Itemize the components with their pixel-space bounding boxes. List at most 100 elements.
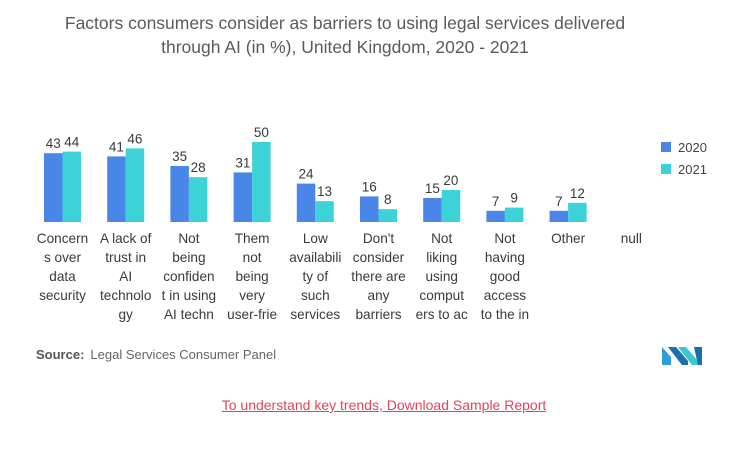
data-label-2021-2: 28	[191, 160, 206, 175]
x-tick-label-5-line-0: Don't	[362, 231, 395, 246]
legend: 2020 2021	[661, 136, 707, 180]
x-tick-label-1-line-2: AI	[119, 269, 133, 284]
data-label-2021-3: 50	[254, 125, 269, 140]
source-note: Source: Legal Services Consumer Panel	[36, 347, 276, 362]
x-tick-label-5-line-4: barriers	[355, 307, 402, 322]
x-tick-label-6-line-0: Not	[431, 231, 453, 246]
bar-2021-1	[125, 148, 145, 222]
x-tick-label-2: Not being confiden t in using AI techn	[157, 229, 221, 324]
data-label-2020-0: 43	[46, 136, 61, 151]
x-tick-label-6: Not liking using comput ers to ac	[410, 229, 474, 324]
data-label-2021-0: 44	[64, 135, 80, 150]
x-tick-label-7-line-2: good	[489, 269, 521, 284]
bar-2020-7	[486, 210, 505, 222]
x-tick-label-1-line-0: A lack of	[99, 231, 152, 246]
bar-2021-2	[188, 177, 208, 222]
x-tick-label-8-line-0: Other	[551, 231, 586, 246]
bar-2020-3	[233, 172, 253, 222]
x-tick-label-0-line-3: security	[39, 288, 86, 303]
legend-label-2020: 2020	[678, 139, 707, 155]
data-label-2020-5: 16	[362, 179, 377, 194]
legend-swatch-2020	[661, 142, 671, 152]
x-tick-label-3-line-3: very	[239, 288, 265, 303]
data-label-2021-7: 9	[510, 191, 518, 206]
x-tick-label-6-line-2: using	[425, 269, 458, 284]
chart-title-line-2: through AI (in %), United Kingdom, 2020 …	[161, 37, 529, 57]
source-text: Legal Services Consumer Panel	[90, 347, 277, 362]
x-tick-label-4: Low availabili ty of such services	[283, 229, 347, 324]
bar-2020-0	[44, 153, 63, 222]
data-label-2020-6: 15	[425, 181, 440, 196]
x-tick-label-7-line-0: Not	[494, 231, 516, 246]
data-label-2020-8: 7	[555, 194, 563, 209]
x-tick-label-2-line-2: confiden	[163, 269, 215, 284]
data-label-2020-7: 7	[492, 194, 500, 209]
x-tick-label-5-line-3: any	[367, 288, 390, 303]
x-tick-label-5-line-2: there are	[351, 269, 406, 284]
bar-2021-6	[441, 190, 461, 222]
bar-2020-6	[423, 198, 442, 222]
legend-label-2021: 2021	[678, 161, 707, 177]
data-label-2021-1: 46	[127, 131, 142, 146]
x-tick-label-3-line-4: user-frie	[227, 307, 278, 322]
x-tick-label-8: Other	[536, 229, 600, 248]
x-tick-label-7-line-1: having	[484, 250, 525, 265]
bar-2020-8	[549, 210, 569, 222]
x-tick-label-1-line-1: trust in	[105, 250, 147, 265]
legend-swatch-2021	[661, 164, 671, 174]
x-tick-label-1: A lack of trust in AI technolo gy	[94, 229, 158, 324]
x-tick-label-7-line-3: access	[483, 288, 527, 303]
x-tick-label-4-line-0: Low	[302, 231, 328, 246]
legend-item-2021: 2021	[661, 158, 707, 180]
data-label-2020-1: 41	[109, 139, 124, 154]
x-tick-label-2-line-1: being	[172, 250, 206, 265]
x-tick-label-7: Not having good access to the in	[473, 229, 537, 324]
x-tick-label-9-line-0: null	[620, 231, 642, 246]
bar-2021-8	[568, 202, 587, 222]
bar-2021-4	[315, 201, 334, 222]
x-tick-label-3-line-2: being	[235, 269, 269, 284]
data-label-2021-4: 13	[317, 184, 332, 199]
data-label-2020-4: 24	[299, 167, 315, 182]
legend-item-2020: 2020	[661, 136, 707, 158]
x-tick-label-3: Them not being very user-frie	[220, 229, 284, 324]
bar-2021-0	[62, 151, 81, 222]
source-label: Source:	[36, 347, 85, 362]
x-tick-label-0: Concern s over data security	[31, 229, 95, 305]
bar-2020-5	[360, 196, 379, 222]
x-tick-label-0-line-2: data	[49, 269, 76, 284]
x-tick-label-6-line-1: liking	[426, 250, 458, 265]
x-tick-label-4-line-3: such	[300, 288, 330, 303]
x-tick-label-1-line-3: technolo	[99, 288, 152, 303]
x-tick-label-6-line-4: ers to ac	[415, 307, 468, 322]
chart-title-line-1: Factors consumers consider as barriers t…	[64, 13, 626, 33]
x-tick-label-0-line-0: Concern	[36, 231, 89, 246]
bar-2020-1	[107, 156, 126, 222]
data-label-2021-5: 8	[384, 192, 392, 207]
download-sample-report-link[interactable]: To understand key trends, Download Sampl…	[221, 397, 547, 413]
bar-2020-2	[170, 166, 189, 222]
x-tick-label-2-line-0: Not	[178, 231, 200, 246]
bar-2021-7	[504, 207, 524, 222]
data-label-2020-3: 31	[235, 155, 250, 170]
mordor-intelligence-logo-icon	[662, 347, 702, 365]
data-label-2020-2: 35	[172, 149, 187, 164]
x-tick-label-3-line-0: Them	[234, 231, 270, 246]
bar-2021-3	[252, 142, 271, 222]
x-tick-label-7-line-4: to the in	[480, 307, 530, 322]
x-tick-label-5-line-1: consider	[352, 250, 405, 265]
bar-2021-5	[378, 209, 397, 222]
chart-title: Factors consumers consider as barriers t…	[0, 11, 690, 59]
x-tick-label-4-line-2: ty of	[302, 269, 329, 284]
x-tick-label-4-line-1: availabili	[289, 250, 342, 265]
x-tick-label-0-line-1: s over	[43, 250, 82, 265]
x-tick-label-6-line-3: comput	[419, 288, 464, 303]
x-tick-label-4-line-4: services	[290, 307, 341, 322]
data-label-2021-6: 20	[443, 173, 458, 188]
data-label-2021-8: 12	[570, 186, 585, 201]
x-tick-label-3-line-1: not	[242, 250, 262, 265]
x-tick-label-2-line-4: AI techn	[163, 307, 214, 322]
x-tick-label-9: null	[599, 229, 663, 248]
x-tick-label-5: Don't consider there are any barriers	[347, 229, 411, 324]
